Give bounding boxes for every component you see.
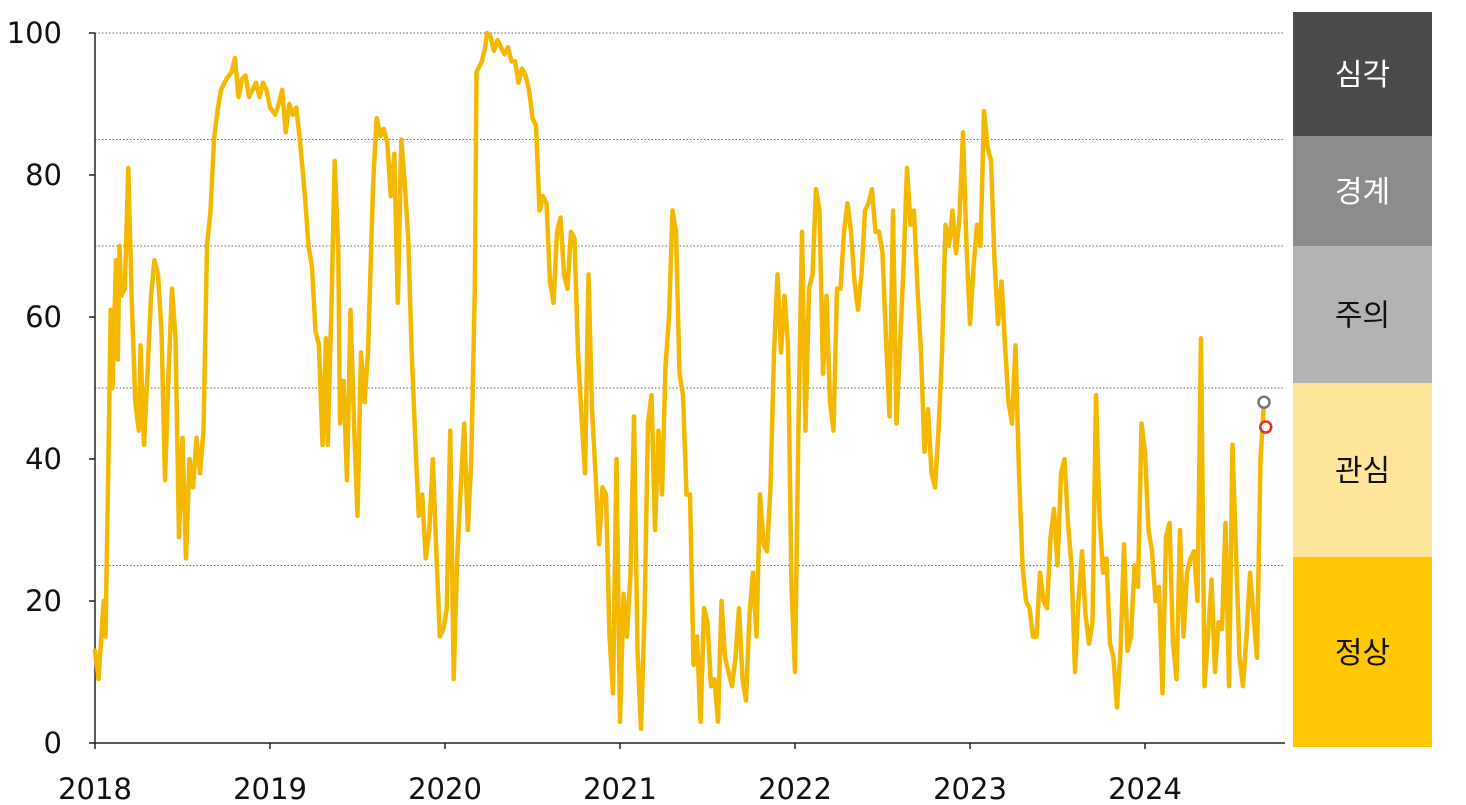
y-tick-label-3: 60 — [25, 300, 62, 334]
x-tick-label-0: 2018 — [58, 772, 132, 805]
x-tick-label-2: 2020 — [408, 772, 482, 805]
y-tick-label-4: 80 — [25, 158, 62, 192]
axes — [94, 33, 1285, 744]
y-tick-label-1: 20 — [25, 584, 62, 618]
y-tick-label-2: 40 — [25, 442, 62, 476]
band-0 — [1293, 12, 1432, 136]
x-tick-label-1: 2019 — [233, 772, 307, 805]
latest-value-markers — [1257, 395, 1273, 434]
x-tick-label-4: 2022 — [758, 772, 832, 805]
band-4 — [1293, 557, 1432, 747]
band-label-2: 주의 — [1335, 299, 1390, 334]
band-2 — [1293, 246, 1432, 383]
band-label-4: 정상 — [1335, 636, 1390, 671]
series-layer — [92, 30, 1267, 732]
band-3 — [1293, 383, 1432, 557]
band-label-3: 관심 — [1335, 454, 1390, 489]
x-tick-label-3: 2021 — [583, 772, 657, 805]
band-label-1: 경계 — [1335, 175, 1390, 210]
x-axis-ticks: 2018 2019 2020 2021 2022 2023 2024 — [58, 743, 1182, 805]
marker-1 — [1259, 420, 1273, 434]
y-axis-ticks: 0 20 40 60 80 100 — [7, 16, 95, 760]
x-tick-label-5: 2023 — [933, 772, 1007, 805]
series-line-0 — [92, 30, 1267, 732]
y-tick-label-5: 100 — [7, 16, 62, 50]
y-tick-label-0: 0 — [44, 726, 62, 760]
x-tick-label-6: 2024 — [1108, 772, 1182, 805]
marker-0 — [1257, 395, 1271, 409]
band-1 — [1293, 136, 1432, 246]
band-label-0: 심각 — [1335, 58, 1390, 93]
